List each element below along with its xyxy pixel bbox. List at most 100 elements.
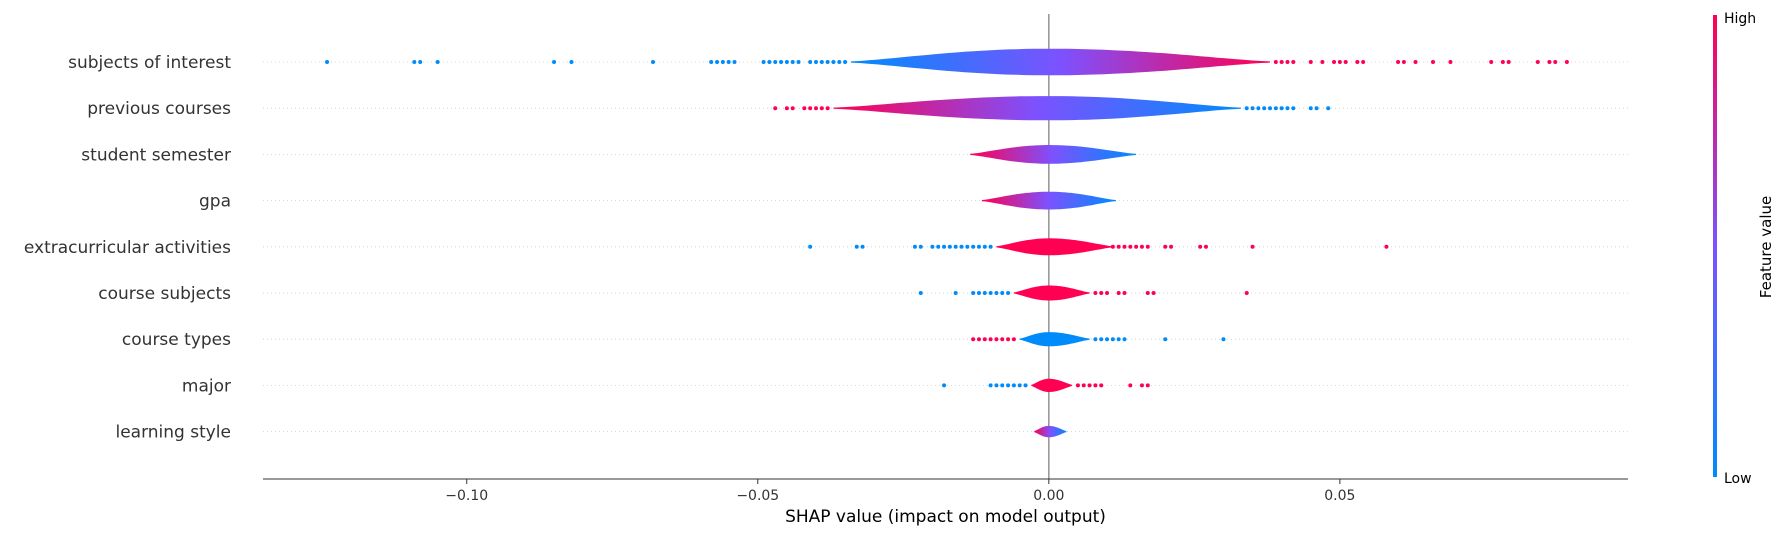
outlier-point bbox=[1011, 337, 1016, 342]
outlier-point bbox=[1151, 291, 1156, 295]
outlier-point bbox=[1291, 60, 1296, 64]
outlier-point bbox=[1553, 60, 1558, 64]
outlier-point bbox=[1285, 106, 1290, 111]
outlier-point bbox=[732, 60, 737, 64]
feature-label: course subjects bbox=[98, 284, 231, 304]
colorbar-low-label: Low bbox=[1724, 471, 1752, 487]
outlier-point bbox=[982, 337, 987, 342]
feature-label: subjects of interest bbox=[68, 53, 231, 73]
outlier-point bbox=[715, 60, 720, 64]
outlier-point bbox=[1273, 106, 1278, 111]
outlier-point bbox=[1116, 337, 1121, 342]
violin-body bbox=[833, 96, 1241, 121]
outlier-point bbox=[802, 106, 807, 111]
outlier-point bbox=[1273, 60, 1278, 64]
colorbar: High Low Feature value bbox=[1713, 11, 1775, 487]
outlier-point bbox=[1431, 60, 1435, 64]
outlier-point bbox=[1099, 337, 1104, 342]
violin-body bbox=[981, 191, 1116, 210]
outlier-point bbox=[1291, 106, 1296, 111]
outlier-point bbox=[1006, 291, 1011, 295]
outlier-point bbox=[1000, 291, 1005, 295]
outlier-point bbox=[819, 106, 824, 111]
colorbar-high-label: High bbox=[1724, 11, 1756, 27]
outlier-point bbox=[988, 291, 993, 295]
outlier-point bbox=[1361, 60, 1366, 64]
outlier-point bbox=[918, 291, 923, 295]
x-tick-label: 0.05 bbox=[1324, 488, 1355, 504]
outlier-point bbox=[1384, 244, 1389, 249]
x-axis-title: SHAP value (impact on model output) bbox=[785, 507, 1106, 527]
outlier-point bbox=[813, 106, 818, 111]
outlier-point bbox=[1110, 244, 1115, 249]
outlier-point bbox=[1006, 383, 1011, 388]
violin-body bbox=[1013, 285, 1090, 301]
outlier-point bbox=[831, 60, 836, 64]
outlier-point bbox=[1256, 106, 1261, 111]
outlier-point bbox=[1198, 244, 1203, 249]
outlier-point bbox=[1000, 383, 1005, 388]
outlier-point bbox=[982, 291, 987, 295]
outlier-point bbox=[1093, 291, 1098, 295]
outlier-point bbox=[971, 337, 976, 342]
outlier-point bbox=[1506, 60, 1511, 64]
violin-body bbox=[850, 48, 1270, 76]
outlier-point bbox=[1075, 383, 1080, 388]
outlier-point bbox=[1547, 60, 1552, 64]
outlier-point bbox=[988, 337, 993, 342]
outlier-point bbox=[1145, 244, 1150, 249]
outlier-point bbox=[994, 337, 999, 342]
outlier-point bbox=[994, 383, 999, 388]
outlier-point bbox=[796, 60, 801, 64]
outlier-point bbox=[726, 60, 731, 64]
outlier-point bbox=[953, 291, 958, 295]
outlier-point bbox=[1000, 337, 1005, 342]
violin-body bbox=[1031, 378, 1073, 392]
outlier-point bbox=[1163, 244, 1168, 249]
outlier-point bbox=[1099, 383, 1104, 388]
outlier-point bbox=[790, 106, 795, 111]
outlier-point bbox=[947, 244, 952, 249]
outlier-point bbox=[1139, 244, 1144, 249]
outlier-point bbox=[1268, 106, 1273, 111]
outlier-point bbox=[988, 383, 993, 388]
x-axis: −0.10 −0.05 0.00 0.05 bbox=[263, 478, 1628, 504]
feature-label: gpa bbox=[199, 192, 231, 212]
outlier-point bbox=[808, 60, 813, 64]
violin-body bbox=[996, 238, 1113, 256]
outlier-point bbox=[651, 60, 655, 64]
outlier-point bbox=[1262, 106, 1267, 111]
outlier-point bbox=[1314, 106, 1319, 111]
outlier-point bbox=[1145, 383, 1150, 388]
outlier-point bbox=[1203, 244, 1208, 249]
outlier-point bbox=[1343, 60, 1348, 64]
outlier-point bbox=[819, 60, 824, 64]
x-tick-label: −0.10 bbox=[445, 488, 488, 504]
outlier-point bbox=[709, 60, 714, 64]
outlier-point bbox=[325, 60, 330, 64]
outlier-point bbox=[773, 60, 778, 64]
feature-label: course types bbox=[122, 330, 231, 350]
outlier-point bbox=[1122, 291, 1127, 295]
outlier-point bbox=[1500, 60, 1505, 64]
outlier-point bbox=[1279, 60, 1284, 64]
feature-label: major bbox=[182, 376, 231, 396]
outlier-point bbox=[936, 244, 941, 249]
outlier-point bbox=[971, 291, 976, 295]
outlier-point bbox=[1250, 244, 1255, 249]
outlier-point bbox=[1116, 244, 1121, 249]
outlier-point bbox=[1250, 106, 1255, 111]
outlier-point bbox=[1145, 291, 1150, 295]
x-tick-label: 0.00 bbox=[1033, 488, 1064, 504]
outlier-point bbox=[1105, 337, 1110, 342]
outlier-point bbox=[1535, 60, 1540, 64]
outlier-point bbox=[976, 337, 981, 342]
violin-body bbox=[1034, 425, 1067, 438]
outlier-point bbox=[418, 60, 423, 64]
outlier-point bbox=[1099, 291, 1104, 295]
outlier-point bbox=[982, 244, 987, 249]
colorbar-title: Feature value bbox=[1757, 196, 1775, 298]
feature-label: learning style bbox=[115, 423, 231, 443]
outlier-point bbox=[1122, 244, 1127, 249]
